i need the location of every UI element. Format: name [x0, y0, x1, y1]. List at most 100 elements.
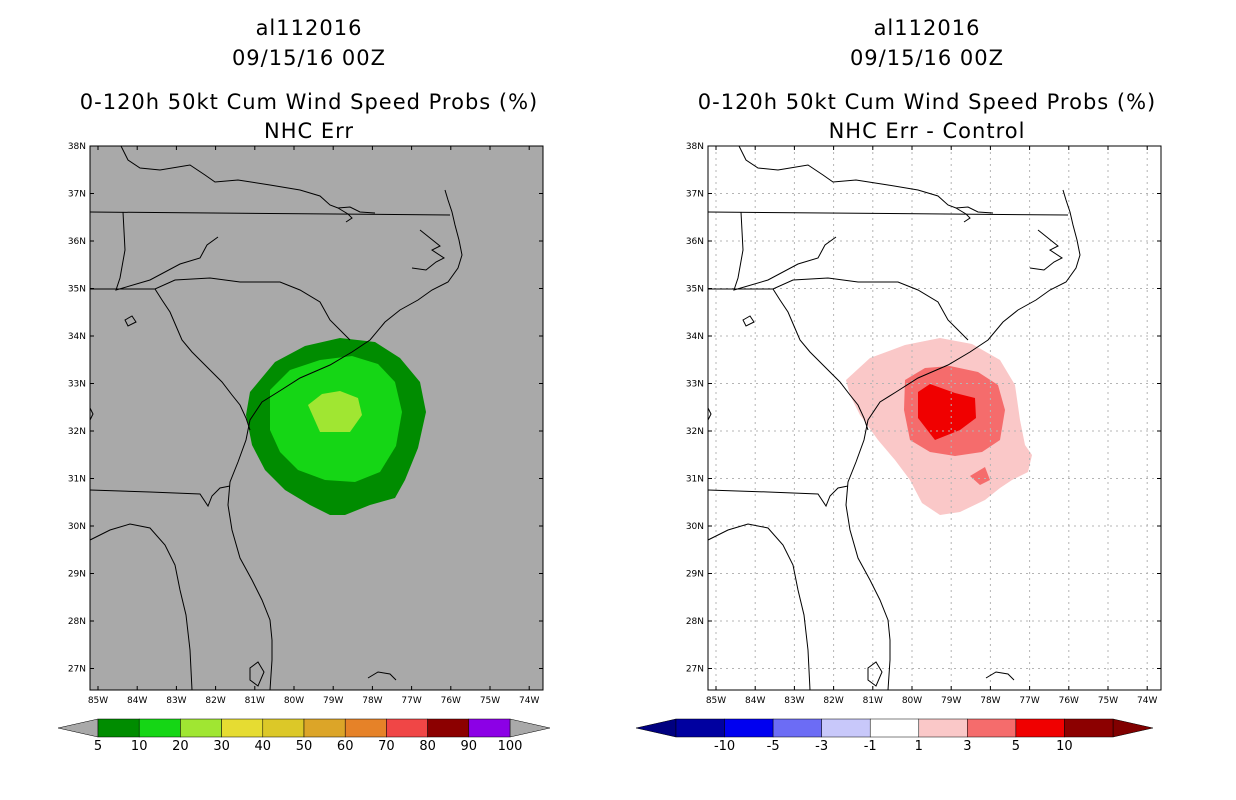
boundary-line-2 — [115, 211, 219, 291]
lon-label: 81W — [245, 696, 265, 706]
lat-label: 30N — [68, 522, 86, 532]
colorbar-swatch — [869, 718, 920, 738]
storm-id: al112016 — [255, 16, 363, 40]
colorbar-label: 50 — [296, 739, 313, 754]
colorbar-label: 30 — [213, 739, 230, 754]
lat-label: 28N — [68, 617, 86, 627]
colorbar-lower-arrow — [635, 718, 677, 738]
lat-label: 34N — [68, 332, 86, 342]
storm-id: al112016 — [873, 16, 981, 40]
colorbar-label: 90 — [461, 739, 478, 754]
lon-label: 84W — [745, 696, 765, 706]
map-right: 38N 37N 36N 35N 34N 33N 32N 31N 30N 29N 28N 27N 85W 8… — [635, 142, 1162, 754]
chart-subtitle: NHC Err - Control — [828, 119, 1026, 143]
boundary-line-3 — [90, 277, 351, 341]
colorbar-swatch — [675, 718, 725, 738]
colorbar-label: 70 — [378, 739, 395, 754]
boundary-line-10 — [89, 407, 94, 421]
boundary-line-4 — [772, 288, 869, 431]
boundary-line-13 — [985, 671, 1015, 681]
colorbar-label: -5 — [767, 739, 780, 754]
lat-label: 38N — [686, 142, 704, 152]
lon-label: 78W — [362, 696, 382, 706]
boundary-line-8 — [1029, 229, 1063, 271]
colorbar-label: -3 — [815, 739, 828, 754]
boundary-line-2 — [733, 211, 837, 291]
lat-label: 29N — [68, 570, 86, 580]
boundary-line-5 — [845, 189, 1081, 691]
lat-label: 32N — [686, 427, 704, 437]
colorbar-label: 5 — [94, 739, 102, 754]
colorbar-label: 1 — [915, 739, 923, 754]
lon-label: 74W — [519, 696, 539, 706]
colorbar-label: 10 — [1056, 739, 1073, 754]
colorbar-label: -10 — [714, 739, 735, 754]
colorbar-label: 5 — [1012, 739, 1020, 754]
lat-label: 35N — [686, 285, 704, 295]
lat-label: 36N — [686, 237, 704, 247]
boundary-line-0 — [120, 145, 376, 214]
valid-date: 09/15/16 00Z — [849, 46, 1005, 70]
boundary-line-7 — [707, 523, 811, 691]
plot-frame — [89, 145, 544, 691]
boundary-line-4 — [154, 288, 251, 431]
boundary-line-7 — [89, 523, 193, 691]
lon-label: 85W — [706, 696, 726, 706]
lon-label: 81W — [863, 696, 883, 706]
lon-label: 82W — [823, 696, 843, 706]
lon-label: 76W — [441, 696, 461, 706]
colorbar-swatch — [303, 718, 346, 738]
lon-label: 79W — [941, 696, 961, 706]
lat-label: 33N — [686, 380, 704, 390]
colorbar-swatch — [724, 718, 774, 738]
lon-label: 79W — [323, 696, 343, 706]
lat-label: 36N — [68, 237, 86, 247]
boundary-line-0 — [738, 145, 994, 214]
colorbar-swatch — [344, 718, 387, 738]
colorbar-swatch — [772, 718, 822, 738]
colorbar-label: 100 — [498, 739, 523, 754]
colorbar-upper-arrow — [1112, 718, 1154, 738]
colorbar-label: 3 — [963, 739, 971, 754]
colorbar-swatch — [386, 718, 428, 738]
lon-label: 83W — [166, 696, 186, 706]
lon-label: 76W — [1059, 696, 1079, 706]
valid-date: 09/15/16 00Z — [231, 46, 387, 70]
boundary-line-12 — [124, 315, 137, 327]
lat-label: 33N — [68, 380, 86, 390]
colorbar-swatch — [97, 718, 140, 738]
colorbar-label: 40 — [255, 739, 272, 754]
chart-title: 0-120h 50kt Cum Wind Speed Probs (%) — [79, 90, 539, 114]
boundary-line-8 — [411, 229, 445, 271]
lon-label: 75W — [1098, 696, 1118, 706]
boundary-line-6 — [707, 485, 849, 508]
lat-label: 34N — [686, 332, 704, 342]
colorbar-label: -1 — [864, 739, 877, 754]
right-panel: al112016 09/15/16 00Z 0-120h 50kt Cum Wi… — [618, 0, 1236, 800]
lat-label: 28N — [686, 617, 704, 627]
colorbar-swatch — [427, 718, 470, 738]
boundary-line-11 — [249, 661, 265, 687]
boundary-line-1 — [89, 211, 451, 216]
lat-label: 37N — [68, 190, 86, 200]
boundary-line-1 — [707, 211, 1069, 216]
colorbar-lower-arrow — [57, 718, 99, 738]
colorbar-swatch — [1015, 718, 1065, 738]
lon-label: 83W — [784, 696, 804, 706]
chart-subtitle: NHC Err — [263, 119, 354, 143]
colorbar-swatch — [262, 718, 305, 738]
lat-label: 30N — [686, 522, 704, 532]
lon-label: 74W — [1137, 696, 1157, 706]
boundary-line-12 — [742, 315, 755, 327]
lat-label: 31N — [686, 475, 704, 485]
colorbar-upper-arrow — [509, 718, 551, 738]
lat-label: 29N — [686, 570, 704, 580]
boundary-line-13 — [367, 671, 397, 681]
boundary-line-6 — [89, 485, 231, 508]
lon-label: 84W — [127, 696, 147, 706]
lon-label: 77W — [401, 696, 421, 706]
colorbar-label: 20 — [172, 739, 189, 754]
boundary-line-10 — [707, 407, 712, 421]
colorbar-swatch — [1064, 718, 1114, 738]
prob-contour-3 — [970, 467, 990, 485]
